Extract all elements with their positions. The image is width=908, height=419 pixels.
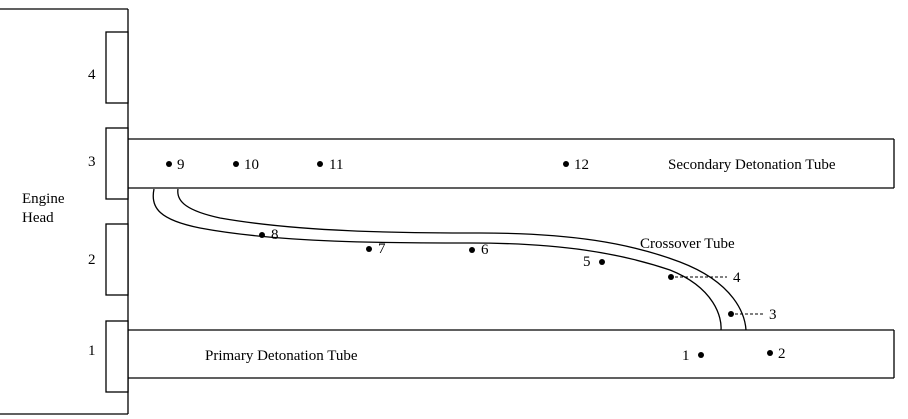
slot-4 <box>105 31 129 104</box>
slot-2 <box>105 223 129 296</box>
point-5-label: 5 <box>583 254 591 270</box>
point-12-marker <box>563 161 569 167</box>
point-6-label: 6 <box>481 242 489 258</box>
point-4-marker <box>668 274 674 280</box>
point-3-label: 3 <box>769 307 777 323</box>
point-6-marker <box>469 247 475 253</box>
slot-3 <box>105 127 129 200</box>
point-2-marker <box>767 350 773 356</box>
engine-head-slots <box>105 31 129 393</box>
slot-label-4: 4 <box>88 67 96 83</box>
point-1-label: 1 <box>682 348 690 364</box>
secondary-tube-label: Secondary Detonation Tube <box>668 157 836 173</box>
crossover-tube-label: Crossover Tube <box>640 236 735 252</box>
point-9-marker <box>166 161 172 167</box>
point-3-marker <box>728 311 734 317</box>
crossover-tube <box>152 188 747 331</box>
point-12-label: 12 <box>574 157 589 173</box>
engine-head-label-line2: Head <box>22 210 54 226</box>
slot-label-1: 1 <box>88 343 96 359</box>
slot-labels: 1 2 3 4 <box>88 67 96 359</box>
point-5-marker <box>599 259 605 265</box>
primary-tube-label: Primary Detonation Tube <box>205 348 358 364</box>
slot-label-3: 3 <box>88 154 96 170</box>
point-4-label: 4 <box>733 270 741 286</box>
point-11-label: 11 <box>329 157 343 173</box>
engine-head-label-line1: Engine <box>22 191 65 207</box>
point-10-label: 10 <box>244 157 259 173</box>
point-8-label: 8 <box>271 227 279 243</box>
crossover-tube-outer-wall <box>152 188 722 331</box>
point-1-marker <box>698 352 704 358</box>
crossover-tube-inner-wall <box>177 188 747 331</box>
point-9-label: 9 <box>177 157 185 173</box>
point-7-label: 7 <box>378 241 386 257</box>
point-2-label: 2 <box>778 346 786 362</box>
primary-detonation-tube <box>128 329 895 379</box>
point-11-marker <box>317 161 323 167</box>
point-7-marker <box>366 246 372 252</box>
point-10-marker <box>233 161 239 167</box>
point-8-marker <box>259 232 265 238</box>
measurement-points: 1 2 3 4 5 6 7 8 9 10 11 12 <box>166 157 786 364</box>
slot-1 <box>105 320 129 393</box>
slot-label-2: 2 <box>88 252 96 268</box>
secondary-detonation-tube <box>128 138 895 189</box>
